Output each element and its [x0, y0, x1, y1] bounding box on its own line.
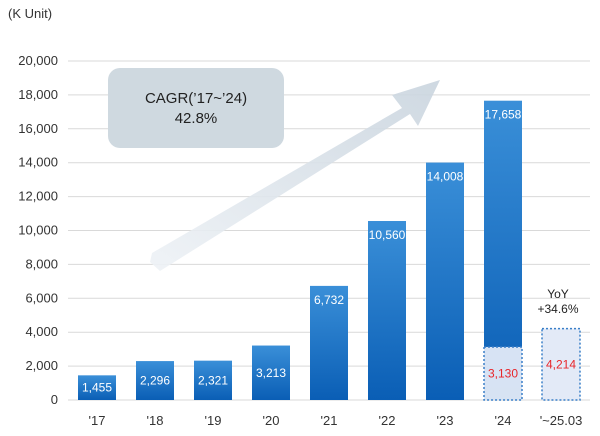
- y-axis-ticks: 20,000 18,000 16,000 14,000 12,000 10,000 8,00…: [18, 53, 58, 407]
- y-tick-label: 18,000: [18, 87, 58, 102]
- bar: [310, 285, 348, 400]
- q1-box: [541, 327, 581, 401]
- y-tick-label: 20,000: [18, 53, 58, 68]
- y-tick-label: 0: [51, 392, 58, 407]
- x-tick-label: '24: [495, 413, 512, 428]
- bar-value-label: 14,008: [427, 170, 464, 184]
- bars: 1,455 2,296 2,321 3,213 6,732 10,560 14,008 17,…: [78, 100, 522, 400]
- x-tick-label: '18: [147, 413, 164, 428]
- q1-value-label: 3,130: [488, 366, 518, 380]
- x-tick-label: '23: [437, 413, 454, 428]
- bar: [136, 361, 174, 400]
- bar-value-label: 2,296: [140, 374, 170, 388]
- y-tick-label: 6,000: [25, 290, 58, 305]
- bar: [194, 360, 232, 400]
- y-tick-label: 4,000: [25, 324, 58, 339]
- x-tick-label: '~25.03: [540, 413, 583, 428]
- cagr-label: CAGR(’17~’24): [145, 90, 247, 107]
- bar-value-label: 17,658: [485, 108, 522, 122]
- bar: [426, 162, 464, 400]
- x-tick-label: '21: [321, 413, 338, 428]
- bar: [78, 375, 116, 400]
- x-tick-label: '17: [89, 413, 106, 428]
- cagr-box: [108, 68, 284, 148]
- bar-value-label: 2,321: [198, 373, 228, 387]
- bar-value-label: 10,560: [369, 228, 406, 242]
- x-tick-label: '19: [205, 413, 222, 428]
- y-tick-label: 10,000: [18, 223, 58, 238]
- yoy-label: YoY: [547, 287, 569, 301]
- unit-label: (K Unit): [8, 6, 52, 21]
- y-tick-label: 14,000: [18, 155, 58, 170]
- x-tick-label: '22: [379, 413, 396, 428]
- trend-arrow: [150, 80, 440, 271]
- y-tick-label: 16,000: [18, 121, 58, 136]
- y-tick-label: 8,000: [25, 256, 58, 271]
- bar-value-label: 6,732: [314, 293, 344, 307]
- cagr-value: 42.8%: [175, 110, 218, 127]
- q1-boxes: 3,130 4,214: [483, 327, 581, 401]
- q1-box: [483, 346, 523, 401]
- x-tick-label: '20: [263, 413, 280, 428]
- bar: [252, 345, 290, 400]
- yoy-value: +34.6%: [537, 302, 578, 316]
- y-tick-label: 2,000: [25, 358, 58, 373]
- bar-value-label: 1,455: [82, 381, 112, 395]
- q1-value-label: 4,214: [546, 357, 576, 371]
- y-tick-label: 12,000: [18, 189, 58, 204]
- x-axis-ticks: '17 '18 '19 '20 '21 '22 '23 '24 '~25.03: [89, 413, 583, 428]
- bar-value-label: 3,213: [256, 366, 286, 380]
- bar: [368, 221, 406, 400]
